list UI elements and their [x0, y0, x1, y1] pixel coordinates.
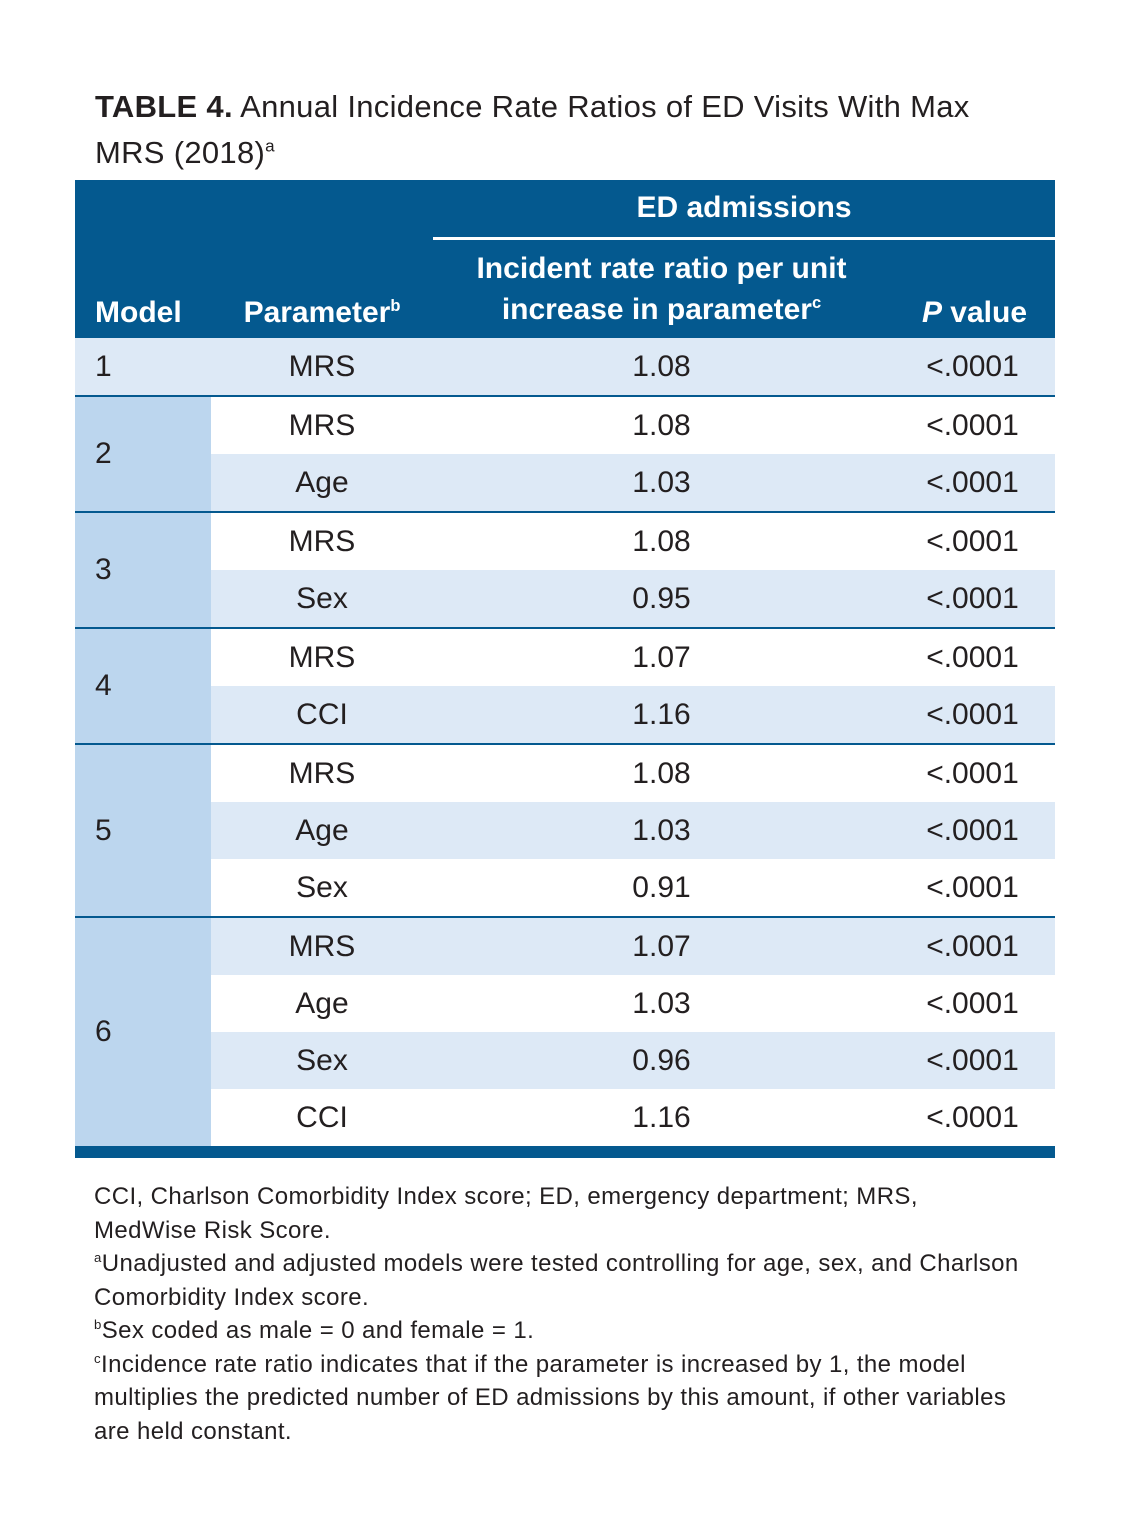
title-text: Annual Incidence Rate Ratios of ED Visit… [95, 89, 970, 170]
rate-ratio-cell: 1.08 [632, 524, 691, 558]
parameter-cell: Age [295, 986, 349, 1020]
model-cell: 1 [75, 338, 211, 396]
rate-ratio-cell: 0.91 [632, 870, 691, 904]
p-value-cell: <.0001 [926, 813, 1019, 847]
title-label: TABLE 4. [95, 89, 233, 124]
table-title: TABLE 4. Annual Incidence Rate Ratios of… [95, 84, 1035, 176]
table-body: 1 MRS 1.08 <.0001 2 MRS 1.08 <.0001 Age 1.03 <.000… [75, 338, 1056, 1152]
parameter-cell: MRS [288, 756, 356, 790]
p-value-cell: <.0001 [926, 640, 1019, 674]
p-value-cell: <.0001 [926, 465, 1019, 499]
model-cell: 2 [75, 396, 211, 512]
table-row: Age 1.03 <.0001 [75, 975, 1056, 1032]
parameter-cell: MRS [288, 349, 356, 383]
p-value-cell: <.0001 [926, 581, 1019, 615]
p-value-cell: <.0001 [926, 1100, 1019, 1134]
column-label: Incident rate ratio per unit increase in… [476, 252, 847, 326]
column-label: value [950, 296, 1028, 329]
table-row: Age 1.03 <.0001 [75, 802, 1056, 859]
p-value-cell: <.0001 [926, 697, 1019, 731]
rate-ratio-cell: 1.03 [632, 986, 691, 1020]
rate-ratio-cell: 1.16 [632, 697, 691, 731]
parameter-cell: CCI [296, 1100, 348, 1134]
parameter-cell: MRS [288, 929, 356, 963]
table-row: Sex 0.91 <.0001 [75, 859, 1056, 917]
table-row: 6 MRS 1.07 <.0001 [75, 917, 1056, 1152]
table-row: CCI 1.16 <.0001 [75, 686, 1056, 744]
rate-ratio-cell: 1.07 [632, 640, 691, 674]
header-blank [75, 180, 433, 238]
model-cell: 3 [75, 512, 211, 628]
footnote: cIncidence rate ratio indicates that if … [94, 1348, 1024, 1449]
footnote-marker: a [94, 1250, 102, 1265]
parameter-cell: Sex [296, 581, 348, 615]
rate-ratio-cell: 1.07 [632, 929, 691, 963]
table-row: 3 MRS 1.08 <.0001 [75, 512, 1056, 628]
rate-ratio-cell: 1.16 [632, 1100, 691, 1134]
footnote: bSex coded as male = 0 and female = 1. [94, 1314, 1024, 1348]
rate-ratio-cell: 0.96 [632, 1043, 691, 1077]
table-row: 4 MRS 1.07 <.0001 [75, 628, 1056, 744]
parameter-cell: MRS [288, 524, 356, 558]
footnote-text: Incidence rate ratio indicates that if t… [94, 1350, 1007, 1445]
group-header: ED admissions [433, 180, 1056, 240]
column-note: c [811, 294, 822, 312]
rate-ratio-cell: 1.08 [632, 408, 691, 442]
footnote-marker: c [94, 1350, 101, 1366]
parameter-cell: Sex [296, 870, 348, 904]
model-cell: 5 [75, 744, 211, 917]
column-label-italic: P [921, 296, 942, 329]
column-label: Model [95, 296, 182, 329]
footnote: aUnadjusted and adjusted models were tes… [94, 1247, 1024, 1314]
rate-ratio-cell: 1.03 [632, 813, 691, 847]
column-header: Incident rate ratio per unit increase in… [433, 238, 890, 338]
footnote-marker: b [94, 1317, 102, 1332]
column-header: Model [75, 238, 211, 338]
parameter-cell: Age [295, 813, 349, 847]
column-header: Parameterb [211, 238, 433, 338]
footnote-text: Unadjusted and adjusted models were test… [94, 1250, 1019, 1311]
p-value-cell: <.0001 [926, 349, 1019, 383]
rate-ratio-cell: 1.08 [632, 349, 691, 383]
rate-ratio-cell: 1.08 [632, 756, 691, 790]
p-value-cell: <.0001 [926, 1043, 1019, 1077]
table-row: 2 MRS 1.08 <.0001 [75, 396, 1056, 512]
model-cell: 4 [75, 628, 211, 744]
p-value-cell: <.0001 [926, 870, 1019, 904]
p-value-cell: <.0001 [926, 756, 1019, 790]
column-label: Parameter [243, 296, 391, 329]
table-row: 1 MRS 1.08 <.0001 [75, 338, 1056, 396]
p-value-cell: <.0001 [926, 929, 1019, 963]
title-note: a [265, 136, 275, 156]
model-cell: 6 [75, 917, 211, 1152]
column-note: b [390, 297, 401, 315]
column-header: P value [890, 238, 1056, 338]
parameter-cell: Age [295, 465, 349, 499]
table-row: Sex 0.95 <.0001 [75, 570, 1056, 628]
table-row: 5 MRS 1.08 <.0001 [75, 744, 1056, 917]
parameter-cell: CCI [296, 697, 348, 731]
footnote-text: CCI, Charlson Comorbidity Index score; E… [94, 1183, 918, 1244]
footnote: CCI, Charlson Comorbidity Index score; E… [94, 1180, 1024, 1247]
rate-ratio-cell: 1.03 [632, 465, 691, 499]
parameter-cell: MRS [288, 640, 356, 674]
table-row: Sex 0.96 <.0001 [75, 1032, 1056, 1089]
parameter-cell: MRS [288, 408, 356, 442]
footnotes: CCI, Charlson Comorbidity Index score; E… [94, 1180, 1024, 1448]
rate-ratio-cell: 0.95 [632, 581, 691, 615]
parameter-cell: Sex [296, 1043, 348, 1077]
data-table: ED admissions Model Parameterb Incident … [75, 180, 1056, 1158]
p-value-cell: <.0001 [926, 408, 1019, 442]
p-value-cell: <.0001 [926, 524, 1019, 558]
table-row: CCI 1.16 <.0001 [75, 1089, 1056, 1152]
p-value-cell: <.0001 [926, 986, 1019, 1020]
footnote-text: Sex coded as male = 0 and female = 1. [101, 1317, 535, 1344]
table-row: Age 1.03 <.0001 [75, 454, 1056, 512]
